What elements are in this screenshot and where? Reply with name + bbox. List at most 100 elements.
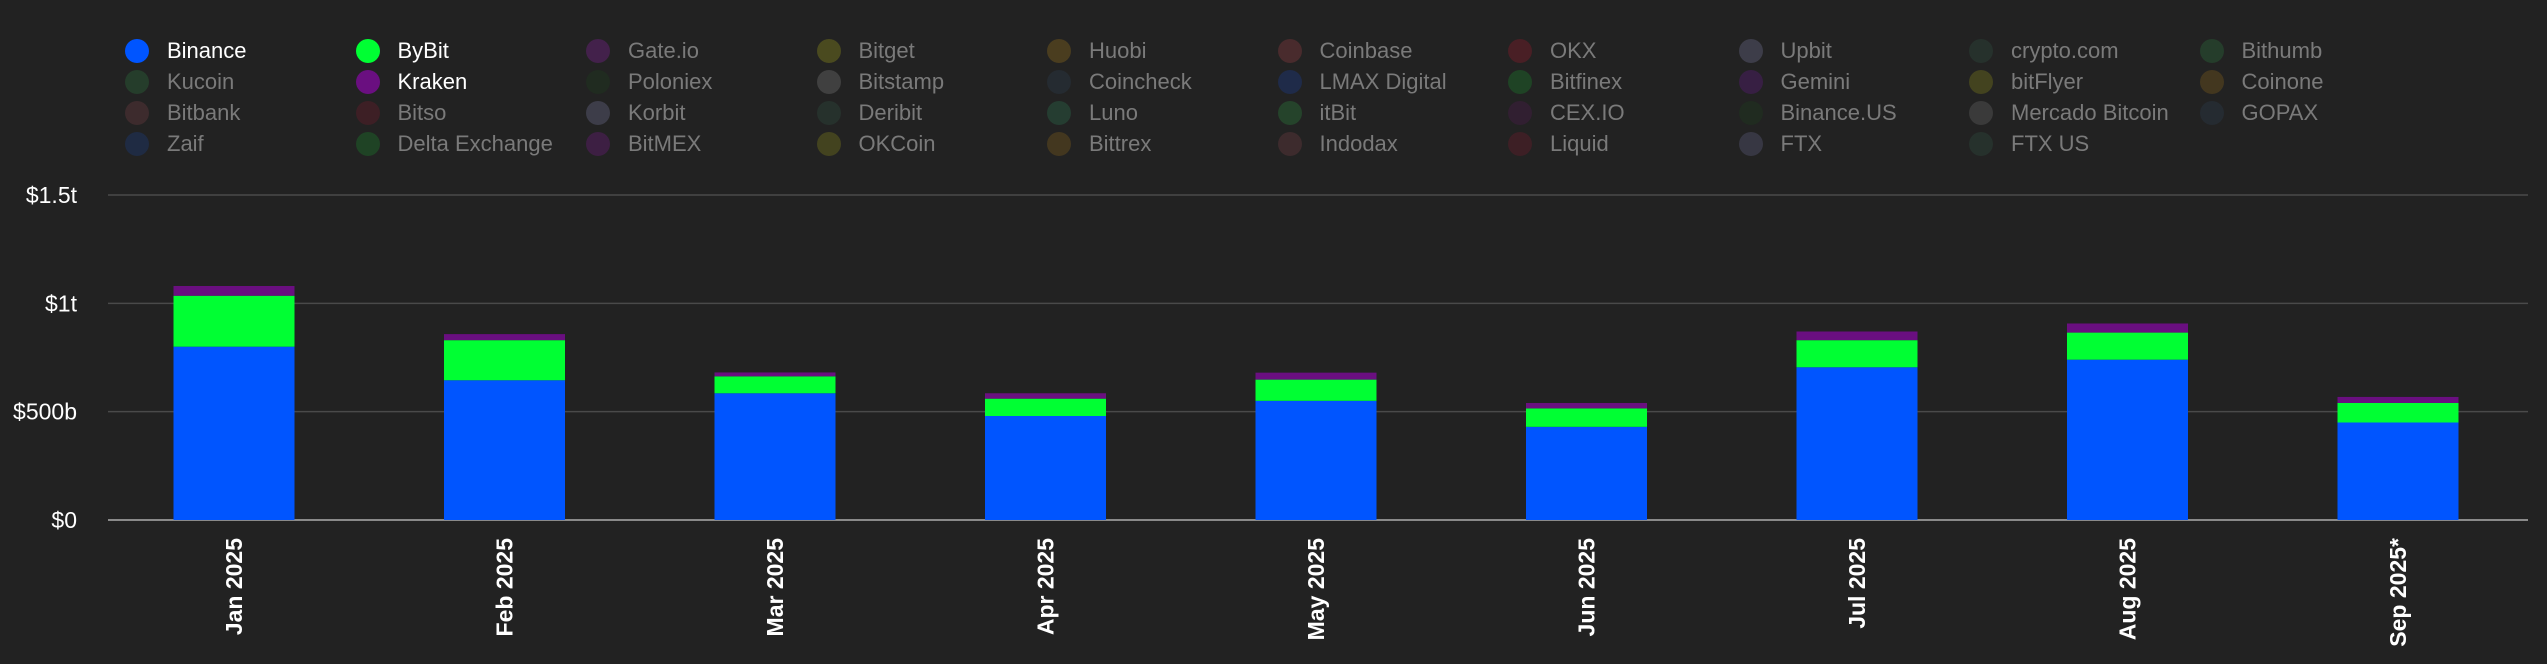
legend-item[interactable]: Bitfinex — [1508, 67, 1622, 97]
legend-label: Bitfinex — [1550, 69, 1623, 94]
bar-segment — [1796, 367, 1918, 520]
legend-swatch — [1969, 70, 1993, 94]
legend-label: itBit — [1319, 100, 1357, 125]
legend-swatch — [816, 39, 841, 63]
legend-swatch — [355, 39, 380, 63]
legend-swatch — [125, 101, 149, 125]
legend-item[interactable]: Upbit — [1738, 36, 1832, 66]
legend-swatch — [586, 132, 610, 156]
legend-swatch — [1508, 132, 1532, 156]
legend-item[interactable]: Bitstamp — [816, 67, 944, 97]
legend-item[interactable]: GOPAX — [2199, 98, 2319, 128]
legend-item[interactable]: Zaif — [125, 129, 204, 159]
legend-item[interactable]: Kucoin — [125, 67, 234, 97]
bar-segment — [173, 346, 295, 520]
legend-item[interactable]: Coincheck — [1047, 67, 1192, 97]
legend-item[interactable]: Luno — [1047, 98, 1138, 128]
legend-item[interactable]: FTX US — [1969, 129, 2089, 159]
legend-swatch — [1277, 132, 1302, 156]
bar-segment — [1255, 372, 1377, 380]
legend-item[interactable]: Bithumb — [2199, 36, 2323, 66]
legend-label: Gemini — [1780, 69, 1851, 94]
legend-swatch — [816, 132, 841, 156]
legend-label: GOPAX — [2241, 100, 2319, 125]
bar-segment — [714, 376, 836, 394]
legend-label: Bitso — [397, 100, 447, 125]
bar-segment — [2337, 422, 2459, 520]
legend-item[interactable]: Kraken — [355, 67, 468, 97]
x-tick-label: Jul 2025 — [1844, 538, 1870, 629]
legend-item[interactable]: OKX — [1508, 36, 1596, 66]
bar-segment — [1796, 340, 1918, 368]
legend-item[interactable]: OKCoin — [816, 129, 936, 159]
legend-label: Binance.US — [1780, 100, 1897, 125]
legend-label: Liquid — [1550, 131, 1609, 156]
legend-item[interactable]: Bitso — [355, 98, 447, 128]
y-tick-label: $0 — [51, 507, 77, 533]
legend-swatch — [125, 70, 149, 94]
legend-swatch — [586, 39, 610, 63]
bar-segment — [2337, 403, 2459, 423]
legend-swatch — [1047, 39, 1071, 63]
legend: Binance ByBit Gate.io Bitget Huobi Coinbase OK… — [125, 36, 2545, 162]
legend-item[interactable]: FTX — [1738, 129, 1823, 159]
legend-item[interactable]: bitFlyer — [1969, 67, 2083, 97]
legend-swatch — [1738, 101, 1763, 125]
legend-item[interactable]: Bittrex — [1047, 129, 1151, 159]
legend-item[interactable]: Binance.US — [1738, 98, 1897, 128]
bar-segment — [2067, 323, 2188, 333]
legend-swatch — [1969, 132, 1993, 156]
y-tick-label: $1t — [45, 290, 78, 316]
legend-label: OKCoin — [858, 131, 936, 156]
bar-segment — [444, 334, 565, 341]
bar-segment — [2337, 396, 2459, 403]
legend-item[interactable]: Delta Exchange — [355, 129, 553, 159]
legend-item[interactable]: Liquid — [1508, 129, 1609, 159]
legend-swatch — [125, 39, 149, 63]
legend-swatch — [1969, 101, 1993, 125]
legend-item[interactable]: crypto.com — [1969, 36, 2119, 66]
legend-label: FTX US — [2011, 131, 2090, 156]
legend-label: ByBit — [397, 38, 449, 63]
legend-label: Bithumb — [2241, 38, 2323, 63]
legend-swatch — [125, 132, 149, 156]
legend-item[interactable]: Gemini — [1738, 67, 1851, 97]
legend-swatch — [1277, 101, 1302, 125]
legend-label: FTX — [1780, 131, 1823, 156]
legend-item[interactable]: Coinone — [2199, 67, 2323, 97]
legend-item[interactable]: Bitget — [816, 36, 915, 66]
legend-swatch — [816, 101, 841, 125]
legend-swatch — [1738, 132, 1763, 156]
legend-item[interactable]: Korbit — [586, 98, 685, 128]
legend-item[interactable]: Poloniex — [586, 67, 712, 97]
legend-item[interactable]: Indodax — [1277, 129, 1398, 159]
legend-item[interactable]: Huobi — [1047, 36, 1146, 66]
legend-label: Huobi — [1089, 38, 1147, 63]
legend-swatch — [355, 101, 380, 125]
legend-item[interactable]: Deribit — [816, 98, 922, 128]
legend-label: Coincheck — [1089, 69, 1192, 94]
legend-item[interactable]: Binance — [125, 36, 247, 66]
legend-item[interactable]: Coinbase — [1277, 36, 1412, 66]
legend-label: Kraken — [397, 69, 468, 94]
legend-item[interactable]: Bitbank — [125, 98, 240, 128]
legend-item[interactable]: BitMEX — [586, 129, 701, 159]
legend-item[interactable]: LMAX Digital — [1277, 67, 1447, 97]
legend-item[interactable]: Gate.io — [586, 36, 699, 66]
legend-item[interactable]: itBit — [1277, 98, 1357, 128]
y-tick-label: $1.5t — [26, 182, 78, 208]
legend-label: LMAX Digital — [1319, 69, 1447, 94]
legend-label: Korbit — [628, 100, 686, 125]
legend-item[interactable]: Mercado Bitcoin — [1969, 98, 2169, 128]
legend-item[interactable]: ByBit — [355, 36, 449, 66]
legend-swatch — [1738, 39, 1763, 63]
legend-swatch — [1277, 70, 1302, 94]
legend-item[interactable]: CEX.IO — [1508, 98, 1625, 128]
legend-swatch — [816, 70, 841, 94]
bar-segment — [1255, 400, 1377, 520]
legend-swatch — [1508, 39, 1532, 63]
legend-label: Zaif — [167, 131, 204, 156]
legend-swatch — [2199, 70, 2224, 94]
bar-segment — [2067, 359, 2188, 520]
